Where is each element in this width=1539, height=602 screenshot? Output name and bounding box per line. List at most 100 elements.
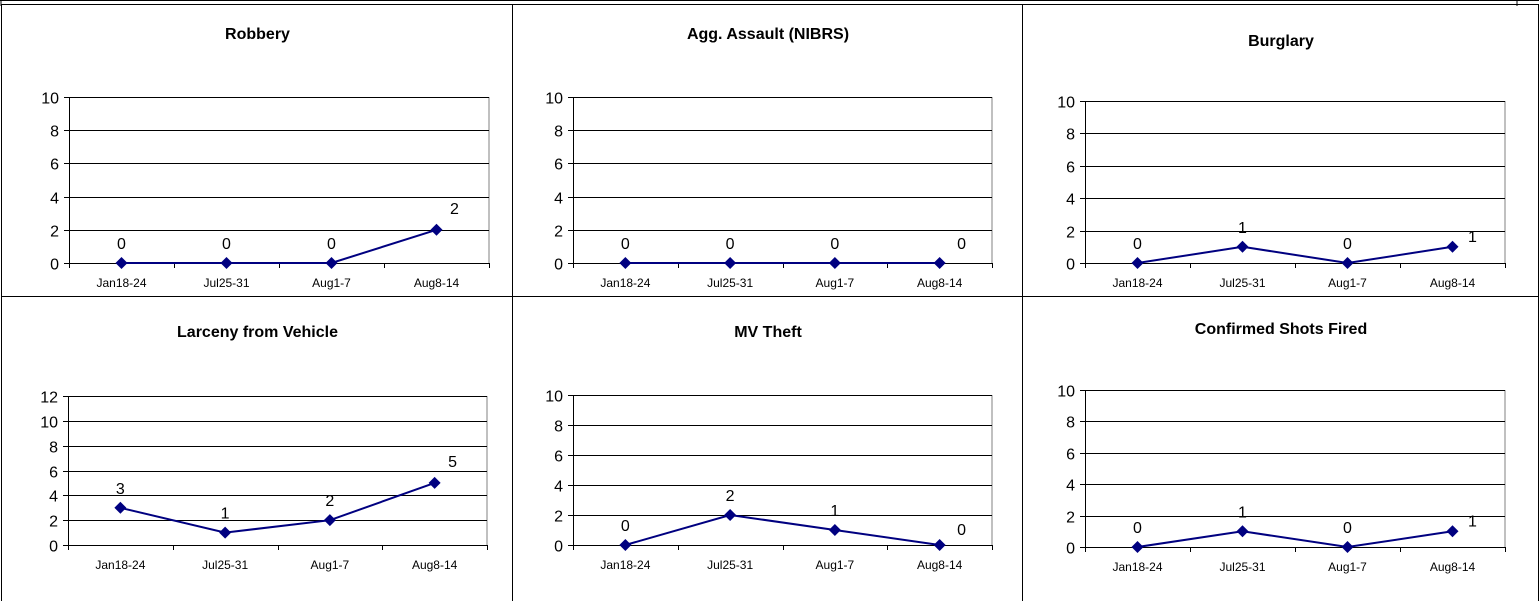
data-label: 1 [221, 506, 230, 523]
y-tick-label: 0 [554, 539, 563, 556]
data-label: 0 [1343, 236, 1352, 253]
y-tick-label: 4 [50, 191, 59, 208]
data-point-marker [1341, 257, 1354, 269]
data-label: 0 [621, 518, 630, 535]
x-tick-label: Jan18-24 [95, 558, 145, 572]
data-point-marker [1236, 240, 1249, 253]
chart-panel-mv-theft: MV Theft 0 2 4 6 8 10 Jan18-24 Jul25-31 Aug1-7 Aug… [512, 296, 1022, 601]
y-tick-label: 2 [1066, 225, 1075, 242]
y-tick-label: 10 [545, 389, 563, 406]
data-label: 0 [222, 236, 231, 253]
data-label: 0 [830, 236, 839, 253]
y-tick-label: 2 [554, 509, 563, 526]
x-tick-label: Jan18-24 [1112, 276, 1162, 290]
chart-title: MV Theft [734, 324, 802, 341]
data-label: 1 [830, 503, 839, 520]
chart-panel-larceny-from-vehicle: Larceny from Vehicle 0 2 4 6 8 10 12 Jan18-24 Jul… [1, 296, 512, 601]
x-tick-label: Jul25-31 [1219, 276, 1265, 290]
x-tick-label: Aug1-7 [816, 558, 855, 572]
x-tick-label: Aug1-7 [1328, 276, 1367, 290]
x-tick-label: Jan18-24 [96, 276, 146, 290]
x-tick-label: Aug1-7 [1328, 560, 1367, 574]
data-label: 2 [450, 201, 459, 218]
data-point-marker [323, 514, 336, 527]
data-point-marker [428, 476, 441, 489]
y-tick-label: 0 [1066, 541, 1075, 558]
y-tick-label: 0 [49, 539, 58, 556]
data-label: 1 [1468, 229, 1477, 246]
data-point-marker [619, 257, 632, 269]
data-label: 3 [116, 481, 125, 498]
chart-panel-agg-assault: Agg. Assault (NIBRS) 0 2 4 6 8 10 Jan18-24 Jul25… [512, 4, 1022, 296]
data-label: 0 [957, 522, 966, 539]
data-label: 0 [1133, 236, 1142, 253]
y-tick-label: 8 [49, 440, 58, 457]
data-point-marker [220, 257, 233, 269]
y-tick-label: 2 [50, 224, 59, 241]
y-tick-label: 10 [545, 91, 563, 108]
y-tick-label: 8 [554, 124, 563, 141]
data-label: 0 [117, 236, 126, 253]
data-label: 1 [1238, 220, 1247, 237]
data-point-marker [828, 257, 841, 269]
y-tick-label: 6 [50, 157, 59, 174]
chart-title: Burglary [1248, 33, 1314, 50]
x-tick-label: Aug8-14 [1430, 560, 1476, 574]
chart-panel-burglary: Burglary 0 2 4 6 8 10 Jan18-24 Jul25-31 Aug1-7 Aug… [1022, 4, 1539, 296]
data-point-marker [1131, 257, 1144, 269]
data-point-marker [219, 526, 232, 539]
series-line [120, 481, 435, 534]
x-tick-label: Aug1-7 [311, 558, 350, 572]
data-point-marker [1341, 541, 1354, 553]
y-tick-label: 4 [1066, 192, 1075, 209]
x-tick-label: Aug8-14 [917, 558, 963, 572]
y-tick-label: 0 [554, 257, 563, 274]
data-label: 0 [1133, 520, 1142, 537]
x-tick-label: Aug1-7 [816, 276, 855, 290]
series-line [121, 228, 437, 264]
data-label: 2 [325, 493, 334, 510]
chart-title: Confirmed Shots Fired [1195, 321, 1367, 338]
data-label: 5 [448, 454, 457, 471]
data-point-marker [619, 539, 632, 551]
y-tick-label: 0 [1066, 257, 1075, 274]
data-point-marker [115, 257, 128, 269]
y-tick-label: 6 [554, 449, 563, 466]
chart-panel-robbery: Robbery 0 2 4 6 8 10 Jan18-24 Jul25-31 Aug1-7 Aug8… [1, 4, 512, 296]
x-tick-label: Aug8-14 [414, 276, 460, 290]
y-tick-label: 12 [40, 390, 58, 407]
y-tick-label: 2 [1066, 510, 1075, 527]
y-tick-label: 10 [40, 415, 58, 432]
y-tick-label: 6 [554, 157, 563, 174]
data-point-marker [724, 257, 737, 269]
data-label: 0 [726, 236, 735, 253]
y-tick-label: 4 [1066, 478, 1075, 495]
y-tick-label: 4 [554, 191, 563, 208]
x-tick-label: Jul25-31 [707, 558, 753, 572]
data-point-marker [724, 509, 737, 521]
x-tick-label: Jan18-24 [1112, 560, 1162, 574]
y-tick-label: 10 [41, 91, 59, 108]
data-label: 0 [327, 236, 336, 253]
y-tick-label: 6 [1066, 447, 1075, 464]
data-point-marker [430, 223, 443, 236]
y-tick-label: 10 [1057, 95, 1075, 112]
y-tick-label: 2 [49, 514, 58, 531]
y-tick-label: 6 [49, 465, 58, 482]
y-tick-label: 8 [50, 124, 59, 141]
x-tick-label: Jul25-31 [1219, 560, 1265, 574]
x-tick-label: Aug8-14 [1430, 276, 1476, 290]
chart-title: Larceny from Vehicle [177, 324, 338, 341]
data-label: 0 [1343, 520, 1352, 537]
data-label: 1 [1238, 504, 1247, 521]
y-tick-label: 8 [1066, 415, 1075, 432]
data-label: 0 [957, 236, 966, 253]
data-point-marker [1236, 525, 1249, 538]
data-point-marker [325, 257, 338, 269]
data-point-marker [1446, 525, 1459, 538]
x-tick-label: Aug1-7 [312, 276, 351, 290]
y-tick-label: 8 [554, 419, 563, 436]
y-tick-label: 4 [554, 479, 563, 496]
y-tick-label: 6 [1066, 160, 1075, 177]
y-tick-label: 10 [1057, 384, 1075, 401]
